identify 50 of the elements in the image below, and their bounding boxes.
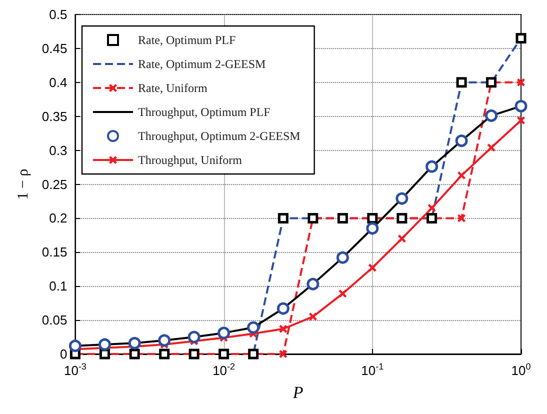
point — [218, 326, 230, 340]
point — [366, 222, 379, 235]
y-tick-label: 0.15 — [42, 244, 68, 260]
legend-label: Rate, Optimum 2-GEESM — [138, 57, 266, 71]
point — [398, 234, 406, 243]
y-tick-label: 0.05 — [42, 312, 68, 328]
point — [279, 350, 288, 358]
point — [458, 214, 466, 222]
y-tick-label: 0.45 — [42, 40, 68, 56]
point — [68, 340, 82, 352]
legend-label: Rate, Uniform — [138, 81, 208, 95]
point — [516, 33, 526, 44]
point — [485, 109, 498, 122]
y-tick-label: 0.3 — [49, 142, 68, 158]
point — [276, 302, 290, 315]
point — [428, 204, 436, 212]
point — [308, 312, 317, 321]
y-tick-label: 0.1 — [49, 278, 68, 294]
point — [487, 144, 496, 152]
y-tick-label: 0 — [60, 346, 68, 362]
legend-label: Throughput, Optimum 2-GEESM — [138, 129, 301, 143]
y-tick-label: 0.35 — [42, 108, 68, 124]
point — [247, 321, 260, 334]
point — [188, 330, 200, 344]
y-tick-label: 0.25 — [42, 176, 68, 192]
point — [278, 212, 288, 224]
legend-label: Throughput, Uniform — [138, 153, 243, 167]
point — [306, 278, 320, 290]
point — [98, 338, 111, 351]
point — [517, 78, 525, 86]
point — [279, 324, 288, 333]
point — [517, 116, 525, 124]
point — [455, 134, 468, 148]
point — [396, 192, 408, 205]
y-tick-label: 0.5 — [49, 7, 68, 22]
point — [458, 171, 466, 180]
point — [426, 160, 438, 173]
point — [456, 77, 467, 88]
x-axis-title: P — [292, 383, 304, 402]
legend-label: Rate, Optimum PLF — [138, 33, 236, 47]
point — [514, 100, 528, 112]
point — [158, 334, 171, 347]
y-axis-title: 1 − ρ — [16, 168, 32, 200]
y-tick-label: 0.4 — [49, 74, 68, 90]
point — [368, 264, 376, 272]
y-tick-label: 0.2 — [49, 210, 68, 226]
point — [336, 251, 349, 264]
point — [128, 336, 141, 350]
legend-label: Throughput, Optimum PLF — [138, 105, 271, 119]
point — [338, 290, 347, 298]
